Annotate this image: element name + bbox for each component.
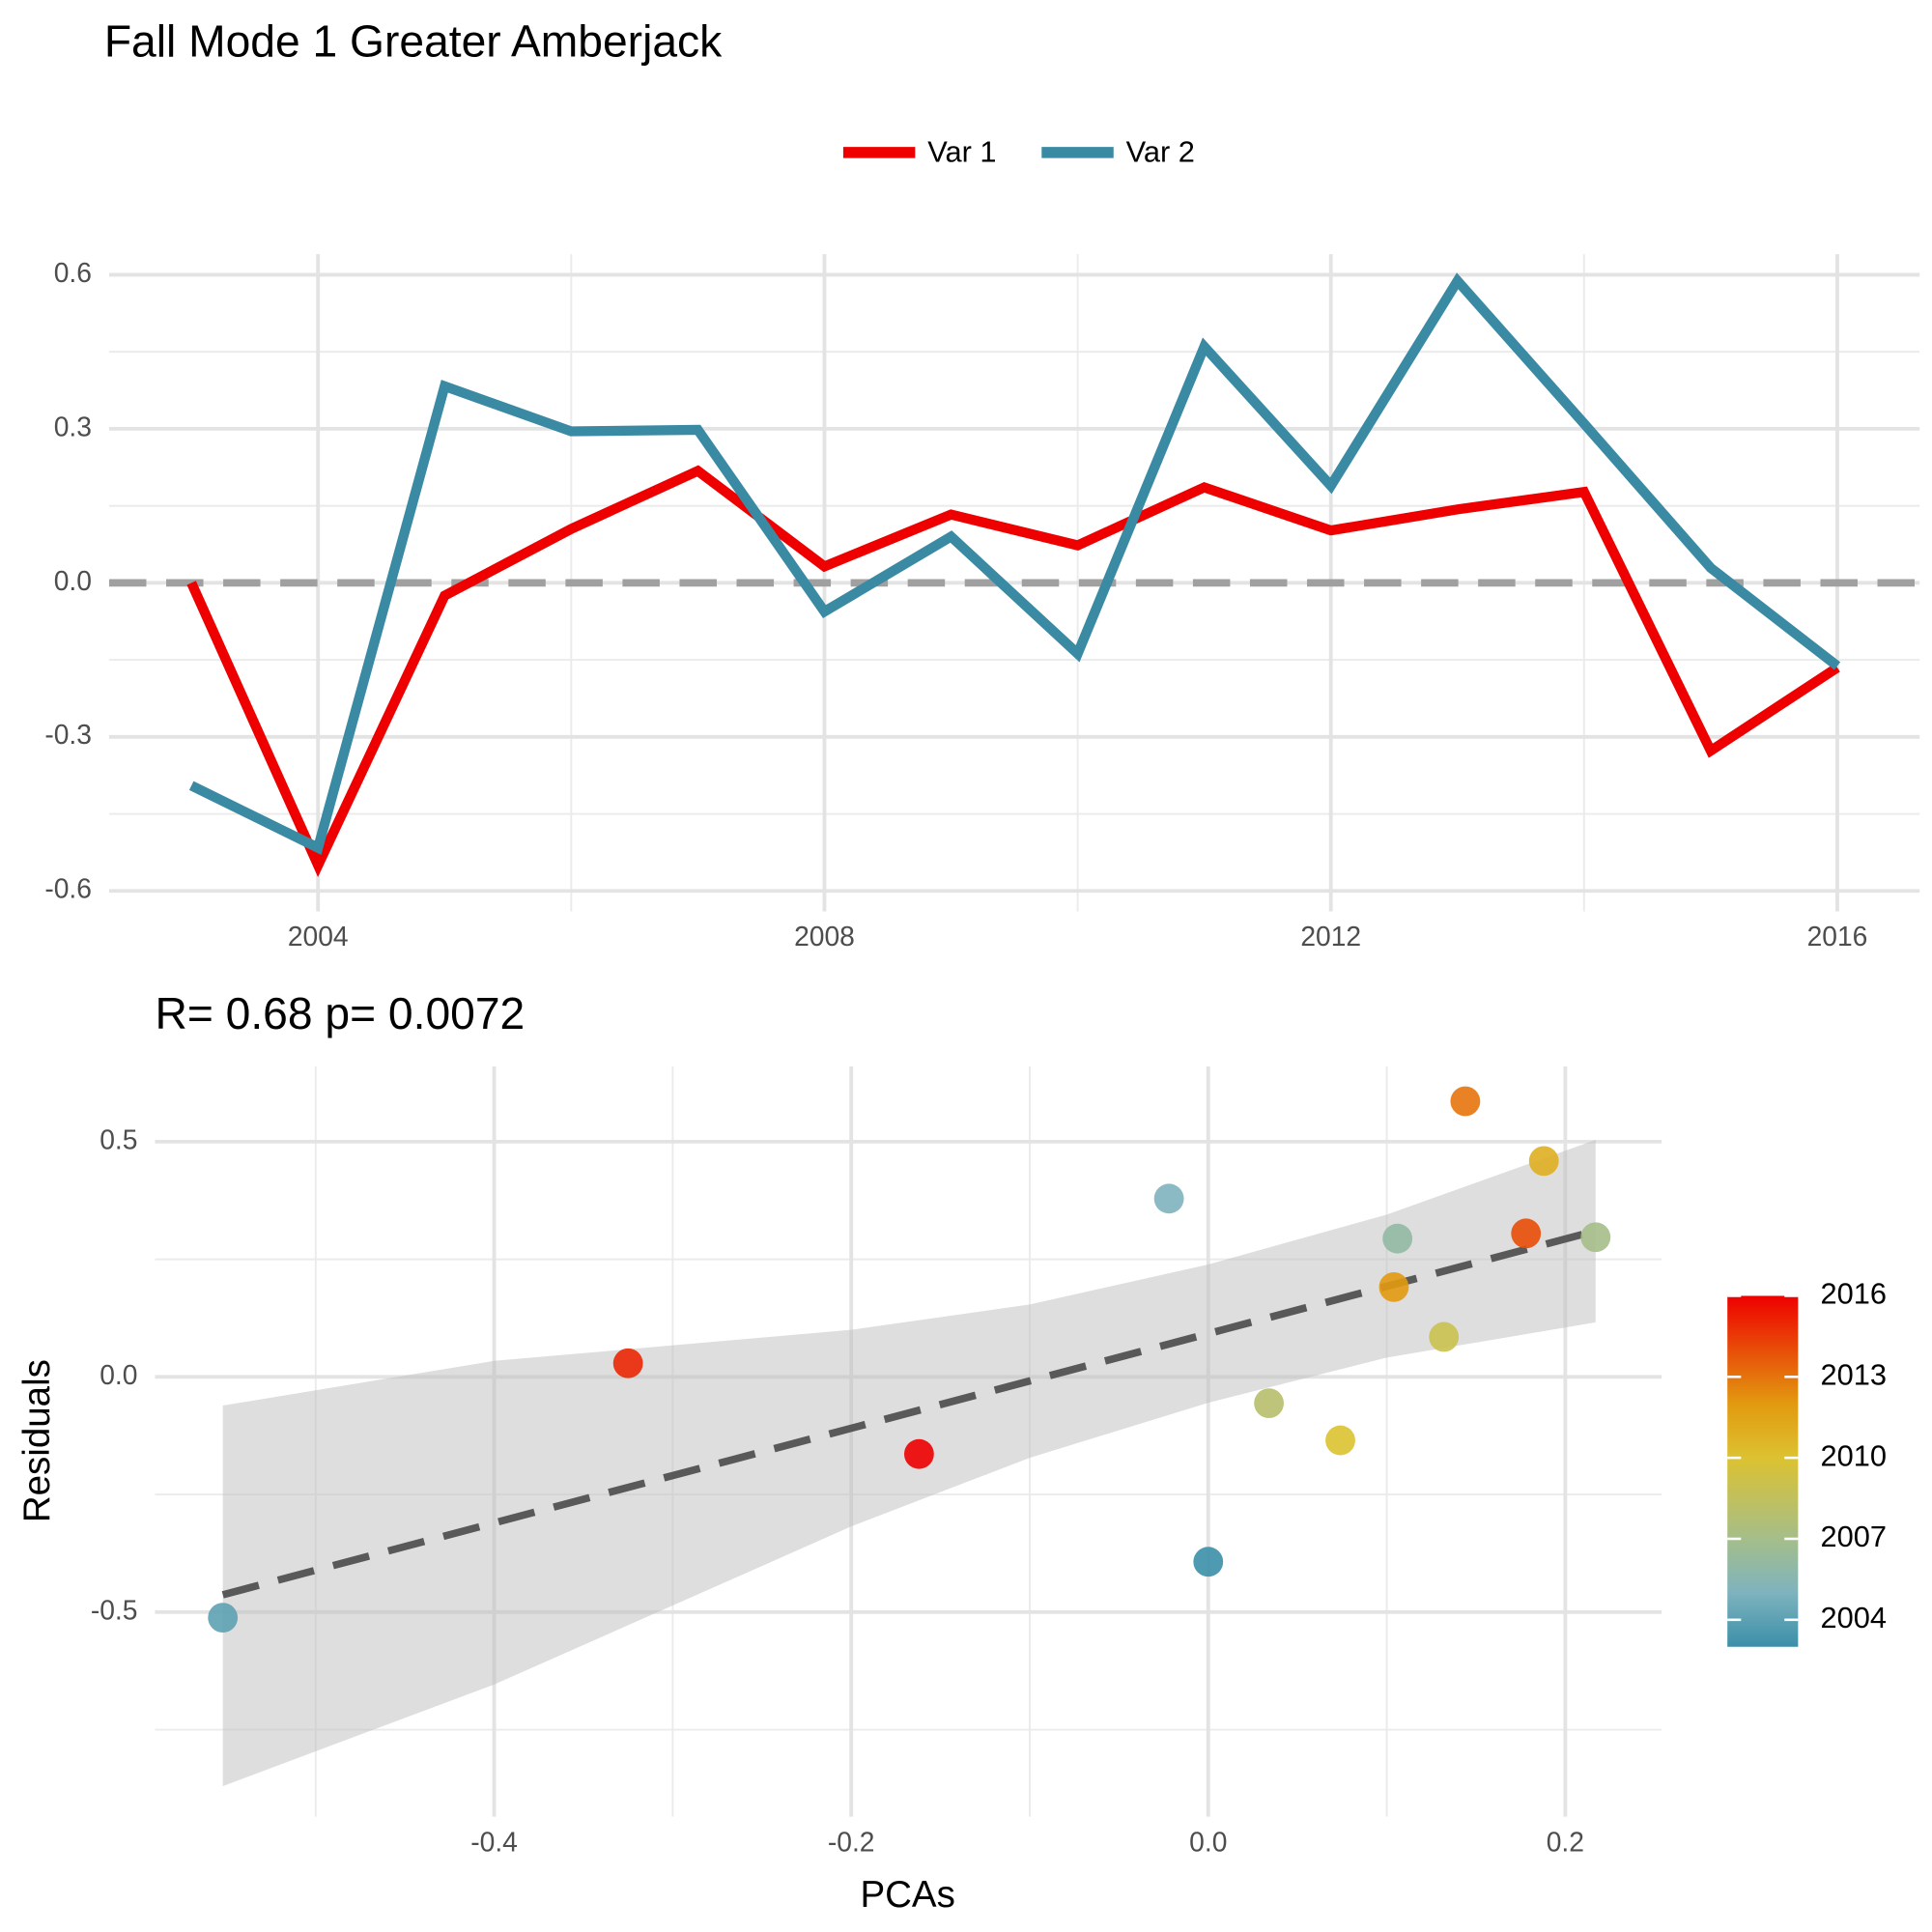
scatter-point [612, 1348, 643, 1378]
y-tick-label: 0.0 [54, 565, 92, 596]
x-tick-label: 2016 [1807, 921, 1868, 952]
colorbar-label: 2013 [1820, 1357, 1887, 1391]
y-tick-label: 0.0 [99, 1359, 137, 1390]
x-tick-label: 0.2 [1547, 1826, 1584, 1857]
line-series [186, 465, 1840, 877]
x-tick-label: -0.2 [828, 1826, 875, 1857]
colorbar-label: 2016 [1820, 1277, 1887, 1311]
legend-label: Var 2 [1126, 134, 1195, 168]
scatter-point [1378, 1271, 1409, 1302]
line-series [188, 272, 1841, 855]
y-tick-label: 0.5 [99, 1123, 137, 1154]
y-tick-label: -0.6 [44, 873, 92, 904]
y-tick-label: 0.3 [54, 411, 92, 441]
y-tick-label: -0.3 [44, 719, 92, 750]
scatter-point [903, 1438, 934, 1469]
chart-title: Fall Mode 1 Greater Amberjack [104, 15, 723, 66]
scatter-point [1254, 1388, 1285, 1419]
scatter-point [1580, 1222, 1611, 1253]
x-axis-label: PCAs [860, 1874, 954, 1916]
scatter-point [1193, 1547, 1224, 1577]
scatter-point [208, 1603, 239, 1634]
scatter-point [1429, 1321, 1460, 1352]
chart-title: R= 0.68 p= 0.0072 [155, 988, 525, 1038]
x-tick-label: 0.0 [1189, 1826, 1227, 1857]
y-axis-label: Residuals [16, 1359, 58, 1522]
scatter-point [1153, 1183, 1184, 1214]
x-tick-label: 2012 [1300, 921, 1361, 952]
y-tick-label: -0.5 [91, 1594, 138, 1625]
x-tick-label: -0.4 [470, 1826, 518, 1857]
x-tick-label: 2008 [794, 921, 855, 952]
colorbar-label: 2010 [1820, 1438, 1887, 1472]
colorbar [1727, 1295, 1799, 1647]
colorbar-label: 2004 [1820, 1601, 1887, 1634]
scatter-point [1511, 1218, 1542, 1249]
scatter-point [1450, 1086, 1481, 1117]
scatter-point [1325, 1425, 1355, 1456]
scatter-point [1528, 1146, 1559, 1177]
x-tick-label: 2004 [288, 921, 349, 952]
scatter-point [1382, 1223, 1413, 1254]
y-tick-label: 0.6 [54, 257, 92, 288]
fit-line [221, 1227, 1597, 1599]
legend-label: Var 1 [927, 134, 996, 168]
colorbar-label: 2007 [1820, 1520, 1887, 1553]
